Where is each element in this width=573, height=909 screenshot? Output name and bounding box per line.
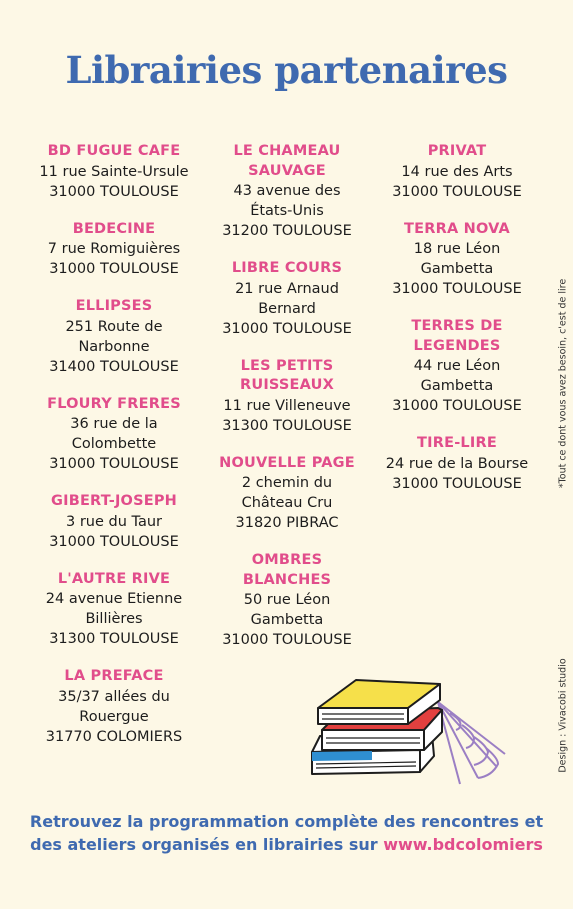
shop-address: Château Cru [241,495,333,511]
shop-address: 44 rue Léon [413,358,501,374]
page-title: Librairies partenaires [65,48,508,92]
shop-city: 31000 TOULOUSE [392,183,522,200]
shop-name: RUISSEAUX [239,377,334,393]
shop-city: 31000 TOULOUSE [392,398,522,414]
shop-address: 43 avenue des [233,183,341,199]
shop-city: 31000 TOULOUSE [49,533,179,550]
spider-web-icon [437,701,506,785]
shop-address: Bernard [258,300,316,317]
shop-address: 14 rue des Arts [401,163,513,180]
shop-address: Rouergue [79,708,149,725]
shop-tire-lire: TIRE-LIRE 24 rue de la Bourse 31000 TOUL… [373,434,541,494]
shop-gibert-joseph: GIBERT-JOSEPH 3 rue du Taur 31000 TOULOU… [30,492,198,552]
shop-column-1: BD FUGUE CAFE 11 rue Sainte-Ursule 31000… [30,142,198,765]
shop-libre-cours: LIBRE COURS 21 rue Arnaud Bernard 31000 … [203,259,371,339]
book-stack-illustration [311,679,506,785]
shop-name: GIBERT-JOSEPH [51,493,177,509]
shop-address: Billières [85,611,143,627]
shop-address: Colombette [71,436,157,452]
shop-address: 24 avenue Etienne [45,591,183,607]
shop-address: Narbonne [78,338,150,355]
website-link[interactable]: www.bdcolomiers [383,835,543,854]
side-note: *Tout ce dont vous avez besoin, c'est de… [557,278,569,489]
shop-ellipses: ELLIPSES 251 Route de Narbonne 31400 TOU… [30,297,198,377]
shop-name: BLANCHES [242,571,332,588]
shop-city: 31000 TOULOUSE [222,632,352,648]
shop-address: 3 rue du Taur [65,513,162,530]
shop-address: Gambetta [250,612,324,628]
shop-name: PRIVAT [427,143,487,159]
shop-name: LE CHAMEAU [233,143,341,159]
shop-name: LIBRE COURS [231,260,343,276]
shop-address: 35/37 allées du [58,688,170,705]
shop-name: SAUVAGE [248,162,326,179]
shop-address: 18 rue Léon [413,241,501,257]
shop-terres-de-legendes: TERRES DE LEGENDES 44 rue Léon Gambetta … [373,317,541,416]
shop-name: TERRA NOVA [404,220,510,237]
shop-address: 11 rue Villeneuve [223,397,351,414]
shop-name: LA PREFACE [64,668,164,684]
shop-name: FLOURY FRERES [47,395,181,412]
shop-bd-fugue-cafe: BD FUGUE CAFE 11 rue Sainte-Ursule 31000… [30,142,198,202]
footer-text: Retrouvez la programmation complète des … [20,810,553,856]
shop-city: 31300 TOULOUSE [49,631,179,647]
shop-address: 21 rue Arnaud [235,280,339,297]
shop-address: 2 chemin du [241,475,333,491]
shop-name: BD FUGUE CAFE [47,143,181,159]
shop-city: 31400 TOULOUSE [49,358,179,375]
shop-name: TIRE-LIRE [417,435,497,451]
shop-privat: PRIVAT 14 rue des Arts 31000 TOULOUSE [373,142,541,202]
side-text-strip: *Tout ce dont vous avez besoin, c'est de… [553,0,573,909]
shop-address: Gambetta [420,378,494,394]
shop-city: 31000 TOULOUSE [222,320,352,337]
shop-city: 31300 TOULOUSE [222,417,352,434]
book-top [317,679,441,725]
shop-ombres-blanches: OMBRES BLANCHES 50 rue Léon Gambetta 310… [203,551,371,650]
footer-line-1: Retrouvez la programmation complète des … [29,812,544,831]
shop-address: 7 rue Romiguières [47,241,181,257]
footer-line-2-text: des ateliers organisés en librairies sur [30,835,384,854]
shop-name: TERRES DE [411,318,503,334]
shop-city: 31200 TOULOUSE [222,223,352,239]
shop-address: 11 rue Sainte-Ursule [39,163,189,180]
shop-name: ELLIPSES [75,298,153,314]
shop-name: OMBRES [251,552,323,568]
shop-column-3: PRIVAT 14 rue des Arts 31000 TOULOUSE TE… [373,142,541,512]
shop-name: BEDECINE [72,220,156,237]
shop-city: 31820 PIBRAC [235,515,339,531]
shop-name: LEGENDES [413,337,501,354]
shop-name: NOUVELLE PAGE [219,454,355,471]
shop-terra-nova: TERRA NOVA 18 rue Léon Gambetta 31000 TO… [373,220,541,300]
shop-city: 31000 TOULOUSE [49,456,179,472]
shop-city: 31770 COLOMIERS [45,728,183,745]
shop-address: Gambetta [420,261,494,277]
shop-city: 31000 TOULOUSE [392,281,522,297]
shop-les-petits-ruisseaux: LES PETITS RUISSEAUX 11 rue Villeneuve 3… [203,357,371,436]
shop-bedecine: BEDECINE 7 rue Romiguières 31000 TOULOUS… [30,220,198,280]
shop-address: 36 rue de la [70,416,158,432]
shop-le-chameau-sauvage: LE CHAMEAU SAUVAGE 43 avenue des États-U… [203,142,371,241]
shop-la-preface: LA PREFACE 35/37 allées du Rouergue 3177… [30,667,198,747]
shop-l-autre-rive: L'AUTRE RIVE 24 avenue Etienne Billières… [30,570,198,650]
shop-address: 251 Route de [65,318,163,335]
shop-city: 31000 TOULOUSE [49,261,179,277]
shop-floury-freres: FLOURY FRERES 36 rue de la Colombette 31… [30,395,198,475]
shop-name: L'AUTRE RIVE [57,570,171,587]
shop-address: 24 rue de la Bourse [385,455,529,472]
shop-column-2: LE CHAMEAU SAUVAGE 43 avenue des États-U… [203,142,371,668]
footer-line-2: des ateliers organisés en librairies sur… [20,833,553,856]
shop-address: États-Unis [250,203,324,219]
shop-nouvelle-page: NOUVELLE PAGE 2 chemin du Château Cru 31… [203,454,371,534]
shop-city: 31000 TOULOUSE [392,475,522,492]
shop-city: 31000 TOULOUSE [49,183,179,200]
shop-name: LES PETITS [240,357,334,374]
design-credit: Design : Vivacobi studio [557,658,569,773]
shop-address: 50 rue Léon [243,592,331,608]
